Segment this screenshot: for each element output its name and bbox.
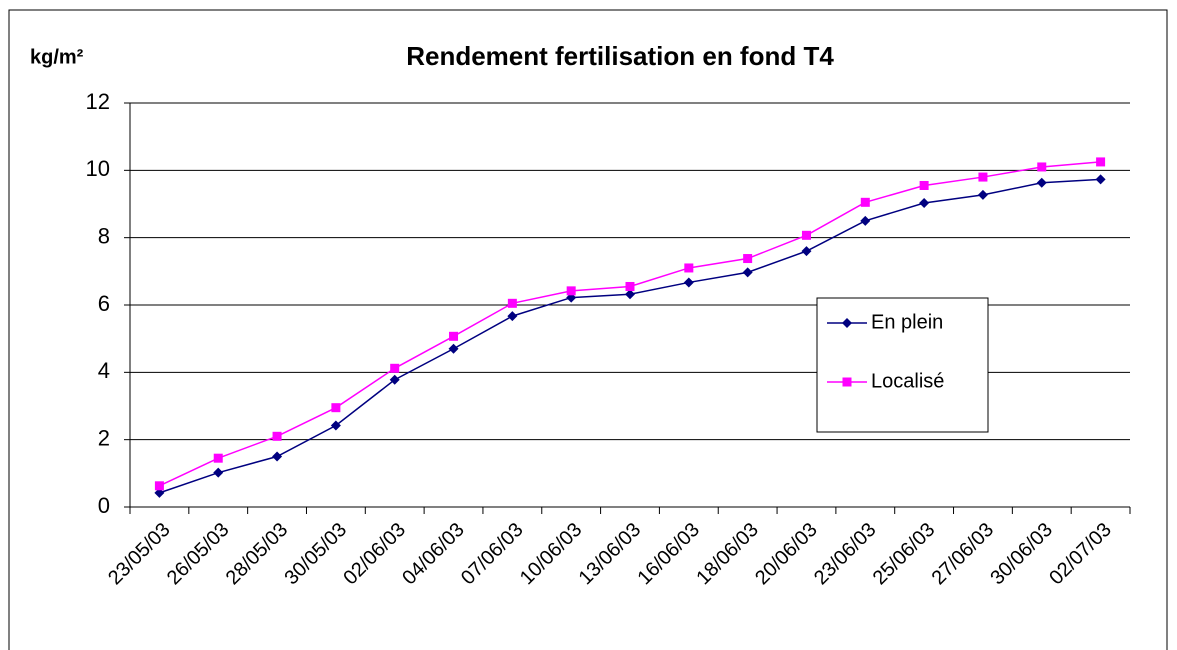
data-point	[742, 267, 753, 278]
y-tick-label: 12	[86, 89, 110, 114]
data-point	[977, 189, 988, 200]
data-point	[1036, 177, 1047, 188]
data-point	[684, 263, 694, 273]
y-tick-label: 4	[98, 358, 110, 383]
data-point	[801, 230, 811, 240]
data-point	[860, 197, 870, 207]
data-point	[1095, 174, 1106, 185]
data-point	[448, 343, 459, 354]
data-point	[507, 298, 517, 308]
data-point	[272, 431, 282, 441]
chart-title: Rendement fertilisation en fond T4	[406, 41, 834, 71]
y-axis-label: kg/m²	[30, 46, 84, 68]
legend-label: Localisé	[871, 370, 944, 392]
y-tick-label: 10	[86, 156, 110, 181]
y-tick-label: 6	[98, 291, 110, 316]
legend-label: En plein	[871, 311, 943, 333]
data-point	[743, 254, 753, 264]
y-tick-label: 8	[98, 223, 110, 248]
data-point	[625, 289, 635, 300]
data-point	[331, 403, 341, 413]
y-tick-label: 2	[98, 425, 110, 450]
data-point	[919, 197, 930, 208]
data-point	[154, 481, 164, 491]
data-point	[1096, 157, 1106, 167]
data-point	[154, 487, 165, 498]
data-point	[272, 451, 283, 462]
legend-marker	[842, 377, 852, 387]
data-point	[507, 311, 518, 322]
data-point	[566, 286, 576, 296]
data-point	[919, 180, 929, 190]
data-point	[213, 453, 223, 463]
data-point	[860, 215, 871, 226]
data-point	[330, 420, 341, 431]
data-point	[683, 277, 694, 288]
legend-marker	[842, 318, 852, 328]
data-point	[389, 374, 400, 385]
data-point	[1037, 162, 1047, 172]
data-point	[625, 281, 635, 291]
data-point	[449, 331, 459, 341]
chart-border	[8, 9, 1168, 650]
data-point	[801, 246, 812, 257]
y-tick-label: 0	[98, 493, 110, 518]
data-point	[213, 467, 224, 478]
data-point	[390, 363, 400, 373]
data-point	[978, 172, 988, 182]
